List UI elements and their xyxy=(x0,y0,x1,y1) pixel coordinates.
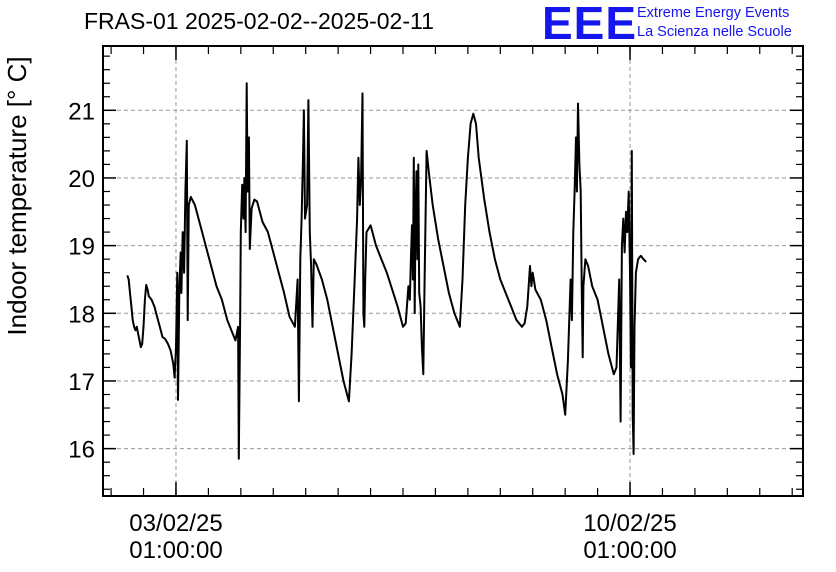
y-tick-label: 16 xyxy=(68,437,95,464)
eee-logo: EEE xyxy=(542,0,638,49)
x-tick-label-time: 01:00:00 xyxy=(583,537,676,564)
x-tick-label-date: 03/02/25 xyxy=(129,510,222,537)
y-tick-label: 17 xyxy=(68,369,95,396)
x-tick-label-time: 01:00:00 xyxy=(129,537,222,564)
tick-labels: 16171819202103/02/2501:00:0010/02/2501:0… xyxy=(68,98,676,564)
y-tick-label: 21 xyxy=(68,98,95,125)
y-tick-label: 18 xyxy=(68,301,95,328)
logo-line-1: Extreme Energy Events xyxy=(637,5,790,21)
logo-caption: Extreme Energy Events La Scienza nelle S… xyxy=(637,4,792,42)
temperature-series-line xyxy=(126,82,647,460)
logo-line-2: La Scienza nelle Scuole xyxy=(637,24,792,40)
y-tick-label: 19 xyxy=(68,234,95,261)
y-axis-label: Indoor temperature [° C] xyxy=(2,56,32,335)
chart-title: FRAS-01 2025-02-02--2025-02-11 xyxy=(84,8,434,34)
x-tick-label-date: 10/02/25 xyxy=(583,510,676,537)
plot-frame xyxy=(102,45,804,497)
tick-marks xyxy=(103,46,803,496)
grid-lines xyxy=(103,46,803,496)
y-tick-label: 20 xyxy=(68,166,95,193)
